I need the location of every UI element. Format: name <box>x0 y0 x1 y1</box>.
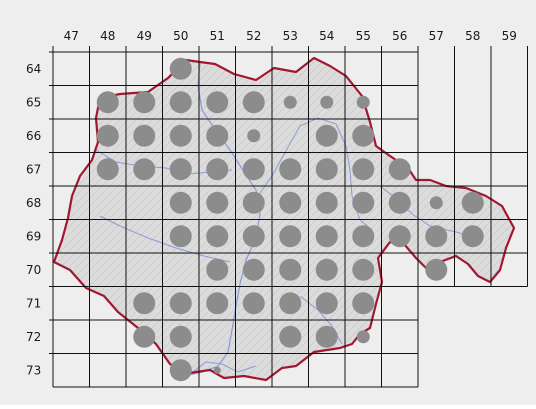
occurrence-dot <box>96 91 119 114</box>
row-label: 71 <box>26 296 41 310</box>
occurrence-dot <box>133 292 156 315</box>
occurrence-dot <box>279 191 302 214</box>
occurrence-dot <box>169 292 192 315</box>
occurrence-dot <box>206 292 229 315</box>
occurrence-dot <box>461 191 484 214</box>
occurrence-dot <box>169 325 192 348</box>
occurrence-dot <box>242 91 265 114</box>
occurrence-dot <box>315 325 338 348</box>
occurrence-dot <box>320 95 334 109</box>
occurrence-dot <box>315 225 338 248</box>
occurrence-dot <box>315 292 338 315</box>
column-label: 54 <box>319 29 334 43</box>
occurrence-dot <box>206 225 229 248</box>
occurrence-dot <box>315 191 338 214</box>
occurrence-dot <box>133 158 156 181</box>
column-label: 55 <box>356 29 371 43</box>
grid <box>49 46 528 388</box>
occurrence-dot <box>356 330 370 344</box>
row-label: 70 <box>26 263 41 277</box>
column-label: 58 <box>465 29 480 43</box>
occurrence-dot <box>242 258 265 281</box>
occurrence-dot <box>279 258 302 281</box>
occurrence-dot <box>352 225 375 248</box>
row-label: 68 <box>26 196 41 210</box>
column-label: 51 <box>210 29 225 43</box>
occurrence-dot <box>206 258 229 281</box>
occurrence-dot <box>283 95 297 109</box>
river <box>189 361 257 375</box>
occurrence-dot <box>242 292 265 315</box>
occurrence-dot <box>279 158 302 181</box>
column-label: 59 <box>502 29 517 43</box>
occurrence-dot <box>242 158 265 181</box>
occurrence-dot <box>133 91 156 114</box>
occurrence-dot <box>169 91 192 114</box>
row-label: 66 <box>26 129 41 143</box>
occurrence-dot <box>352 258 375 281</box>
row-label: 72 <box>26 330 41 344</box>
column-label: 50 <box>173 29 188 43</box>
occurrence-dot <box>356 95 370 109</box>
occurrence-dot <box>388 158 411 181</box>
occurrence-dot <box>461 225 484 248</box>
occurrence-dot <box>242 225 265 248</box>
row-label: 65 <box>26 95 41 109</box>
grid-labels: 47 48 49 50 51 52 53 54 55 56 57 58 59 64 65 66 67 68 69 70… <box>26 29 517 377</box>
occurrence-dot <box>429 196 443 210</box>
occurrence-dot <box>315 258 338 281</box>
occurrence-dot <box>133 124 156 147</box>
occurrence-dot <box>352 292 375 315</box>
occurrence-dot <box>388 191 411 214</box>
column-label: 48 <box>100 29 115 43</box>
occurrence-dot <box>206 124 229 147</box>
row-label: 64 <box>26 62 41 76</box>
occurrence-dot <box>279 292 302 315</box>
occurrence-dot <box>169 158 192 181</box>
occurrence-dot <box>206 191 229 214</box>
occurrence-dot <box>96 124 119 147</box>
row-label: 69 <box>26 229 41 243</box>
occurrence-dot <box>279 225 302 248</box>
column-label: 52 <box>246 29 261 43</box>
occurrence-dot <box>425 225 448 248</box>
occurrence-dot <box>169 359 192 382</box>
occurrence-dot <box>96 158 119 181</box>
row-label: 67 <box>26 162 41 176</box>
occurrence-dot <box>247 129 261 143</box>
column-label: 56 <box>392 29 407 43</box>
occurrence-dot <box>352 124 375 147</box>
column-label: 53 <box>283 29 298 43</box>
occurrence-dot <box>315 158 338 181</box>
column-label: 47 <box>64 29 79 43</box>
occurrence-dot <box>169 124 192 147</box>
occurrence-dot <box>133 325 156 348</box>
column-label: 57 <box>429 29 444 43</box>
occurrence-dot <box>169 191 192 214</box>
occurrence-dots <box>96 57 484 382</box>
occurrence-dot <box>213 366 221 374</box>
occurrence-dot <box>352 158 375 181</box>
occurrence-dot <box>315 124 338 147</box>
row-label: 73 <box>26 363 41 377</box>
occurrence-dot <box>169 57 192 80</box>
occurrence-dot <box>169 225 192 248</box>
column-label: 49 <box>137 29 152 43</box>
occurrence-dot <box>425 258 448 281</box>
occurrence-dot <box>352 191 375 214</box>
occurrence-dot <box>242 191 265 214</box>
occurrence-dot <box>388 225 411 248</box>
occurrence-dot <box>206 158 229 181</box>
occurrence-dot <box>206 91 229 114</box>
occurrence-dot <box>279 325 302 348</box>
